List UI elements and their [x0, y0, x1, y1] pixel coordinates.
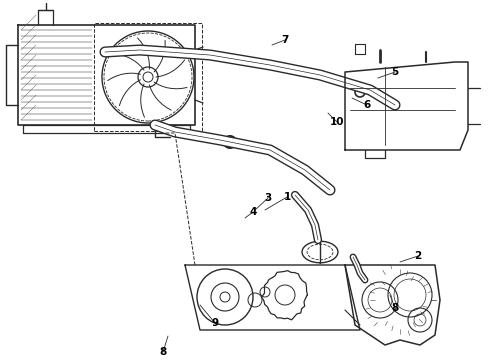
Text: 4: 4	[249, 207, 257, 217]
Text: 9: 9	[212, 318, 219, 328]
Text: 7: 7	[281, 35, 289, 45]
Text: 10: 10	[330, 117, 344, 127]
Text: 2: 2	[415, 251, 421, 261]
Text: 3: 3	[265, 193, 271, 203]
Text: 5: 5	[392, 67, 399, 77]
Circle shape	[197, 269, 253, 325]
Circle shape	[138, 67, 158, 87]
Text: 6: 6	[364, 100, 370, 110]
Text: 8: 8	[159, 347, 167, 357]
Circle shape	[355, 87, 365, 97]
Circle shape	[224, 136, 236, 148]
Text: 1: 1	[283, 192, 291, 202]
Text: 8: 8	[392, 303, 399, 313]
Circle shape	[102, 31, 194, 123]
